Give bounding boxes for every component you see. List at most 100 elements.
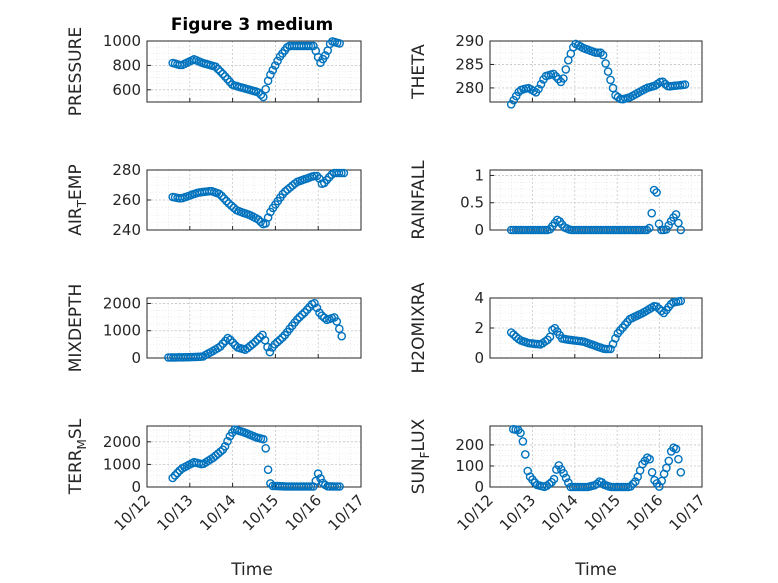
y-tick-label: 200 <box>455 436 484 454</box>
data-point <box>310 298 319 308</box>
data-point <box>250 337 260 347</box>
data-point <box>258 330 267 340</box>
data-point <box>657 306 666 316</box>
x-tick-label: 10/12 <box>111 491 154 534</box>
data-point <box>666 299 676 309</box>
data-point <box>245 341 255 351</box>
data-point <box>603 344 613 354</box>
y-tick-label: 0 <box>131 478 141 496</box>
data-point <box>608 83 618 93</box>
y-tick-label: 800 <box>112 56 141 74</box>
data-point <box>265 347 275 357</box>
y-axis-label: MIXDEPTH <box>66 284 86 373</box>
data-point <box>261 84 271 94</box>
data-point <box>173 468 182 478</box>
y-tick-label: 0 <box>131 349 141 367</box>
data-point <box>312 303 322 313</box>
data-point <box>544 479 554 489</box>
data-point <box>564 478 573 487</box>
y-tick-label: 280 <box>112 161 141 179</box>
axes-frame <box>489 169 703 231</box>
data-point <box>256 90 266 99</box>
data-point <box>225 335 235 345</box>
y-axis-label: RAINFALL <box>409 160 429 240</box>
data-point <box>611 333 620 343</box>
data-point <box>219 194 229 203</box>
data-point <box>676 225 686 235</box>
data-point <box>216 67 225 76</box>
y-axis-label: THETA <box>409 44 429 100</box>
data-point <box>671 444 681 454</box>
data-point <box>645 223 654 233</box>
data-point <box>295 312 304 322</box>
data-point <box>631 477 640 486</box>
x-tick-label: 10/13 <box>153 491 196 534</box>
data-point <box>335 482 344 491</box>
y-tick-label: 280 <box>455 79 484 97</box>
y-tick-label: 1 <box>474 166 484 184</box>
axes-frame <box>146 297 362 359</box>
y-tick-label: 100 <box>455 457 484 475</box>
data-point <box>263 342 272 352</box>
data-point <box>316 474 325 483</box>
data-point <box>534 84 543 94</box>
y-tick-label: 240 <box>112 221 141 239</box>
data-point <box>549 474 559 484</box>
data-point <box>266 479 275 488</box>
y-tick-label: 290 <box>455 32 484 50</box>
data-point <box>218 339 228 348</box>
data-point <box>549 69 558 79</box>
data-point <box>657 225 666 235</box>
data-point <box>224 199 234 208</box>
data-point <box>334 168 344 178</box>
data-point <box>335 39 344 48</box>
data-point <box>304 482 313 491</box>
axes-pressure: 600 800 1000 PRESSURE <box>66 27 362 116</box>
data-point <box>509 330 518 339</box>
data-point <box>223 436 232 446</box>
data-point <box>660 79 670 89</box>
data-point <box>337 331 347 341</box>
axes-mixdepth: 0 1000 2000 MIXDEPTH <box>66 284 362 373</box>
data-point <box>270 61 280 70</box>
data-point <box>270 339 280 349</box>
data-point <box>304 41 313 51</box>
data-point <box>278 189 288 199</box>
data-point <box>213 64 223 74</box>
y-axis-label: SUNFLUX <box>409 418 432 494</box>
data-point <box>598 50 608 60</box>
data-point <box>309 41 318 51</box>
data-point <box>306 41 316 51</box>
data-point <box>652 302 661 311</box>
data-point <box>275 335 285 345</box>
data-point <box>647 208 657 218</box>
data-point <box>593 48 603 58</box>
data-point <box>664 456 674 466</box>
data-point <box>320 51 330 60</box>
data-point <box>658 77 668 86</box>
x-tick-label: 10/16 <box>623 491 666 534</box>
data-point <box>324 172 334 182</box>
data-point <box>606 75 615 85</box>
data-point <box>310 171 319 181</box>
data-point <box>317 311 327 321</box>
data-point <box>306 482 316 491</box>
x-tick-label: 10/14 <box>196 491 239 534</box>
data-point <box>266 70 275 80</box>
data-point <box>603 67 613 76</box>
y-tick-label: 0 <box>474 221 484 239</box>
data-point <box>222 196 231 206</box>
data-point <box>540 337 550 346</box>
data-point <box>601 59 610 68</box>
data-point <box>261 443 271 453</box>
data-point <box>332 482 342 491</box>
data-point <box>676 296 686 306</box>
data-point <box>273 337 282 347</box>
x-tick-label: 10/14 <box>538 491 581 534</box>
data-point <box>649 185 659 195</box>
data-point <box>332 317 342 326</box>
data-point <box>521 450 530 459</box>
data-point <box>640 225 649 235</box>
